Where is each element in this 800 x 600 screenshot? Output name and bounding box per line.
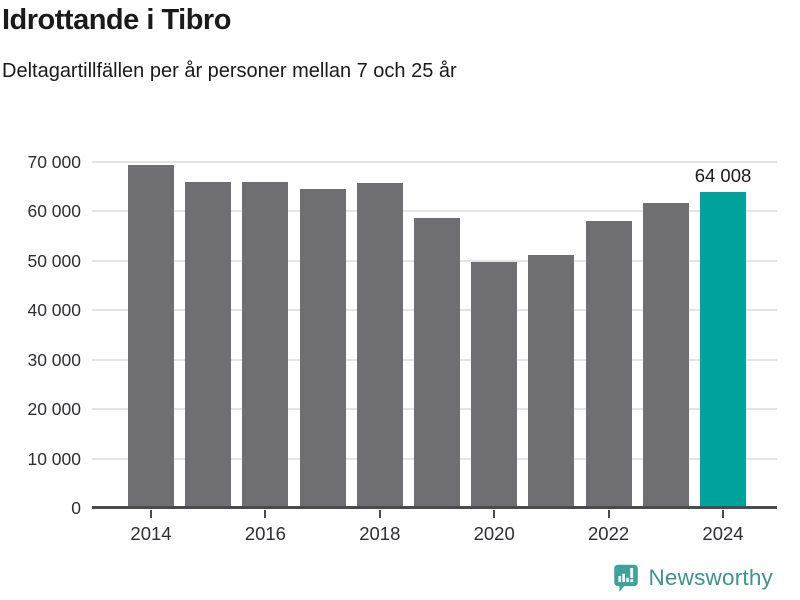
gridline: [92, 210, 777, 213]
y-axis-tick-label: 70 000: [27, 152, 81, 172]
bar-2014: [128, 164, 174, 508]
y-axis-tick-label: 40 000: [27, 300, 81, 321]
x-axis-tick-label: 2022: [588, 523, 630, 544]
x-axis-tick-label: 2018: [359, 523, 401, 544]
y-axis-tick-label: 30 000: [27, 349, 81, 370]
x-axis-tick-label: 2014: [130, 523, 172, 544]
x-axis-tick: [378, 510, 381, 518]
x-axis-tick: [493, 510, 496, 518]
gridline: [92, 161, 777, 163]
y-axis-tick-label: 20 000: [27, 399, 81, 420]
bar-2022: [585, 221, 632, 508]
chart-subtitle: Deltagartillfällen per år personer mella…: [2, 60, 457, 82]
y-axis-tick-label: 60 000: [27, 201, 81, 222]
x-axis-tick-label: 2016: [244, 523, 286, 544]
x-axis-tick-label: 2020: [473, 523, 515, 544]
bar-2018: [356, 183, 403, 508]
bar-2020: [471, 262, 518, 508]
highlight-bar-value-label: 64 008: [694, 164, 752, 186]
x-axis-tick: [722, 510, 724, 518]
chart-title: Idrottande i Tibro: [2, 4, 231, 36]
x-axis-tick-label: 2024: [702, 523, 744, 544]
plot-area: 0 10 000 20 000 30 000 40 000 50 000 60 000 70 …: [27, 152, 777, 544]
bar-2016: [242, 181, 289, 508]
brand-logo: Newsworthy: [612, 563, 773, 593]
x-axis-tick: [607, 510, 610, 518]
y-axis-tick-label: 10 000: [27, 448, 81, 469]
bar-2019: [414, 217, 460, 508]
bar-2015: [185, 181, 232, 508]
bar-2021: [528, 255, 575, 508]
brand-name: Newsworthy: [648, 565, 773, 590]
x-axis-tick: [264, 510, 267, 518]
y-axis-tick-label: 0: [71, 498, 81, 518]
newsworthy-logo-icon: [614, 564, 639, 592]
bar-2023: [642, 203, 689, 508]
y-axis-tick-label: 50 000: [27, 250, 81, 271]
bar-2017: [299, 189, 346, 508]
x-axis-line: [92, 506, 777, 509]
bar-2024: [700, 191, 746, 508]
x-axis-tick: [150, 510, 152, 518]
